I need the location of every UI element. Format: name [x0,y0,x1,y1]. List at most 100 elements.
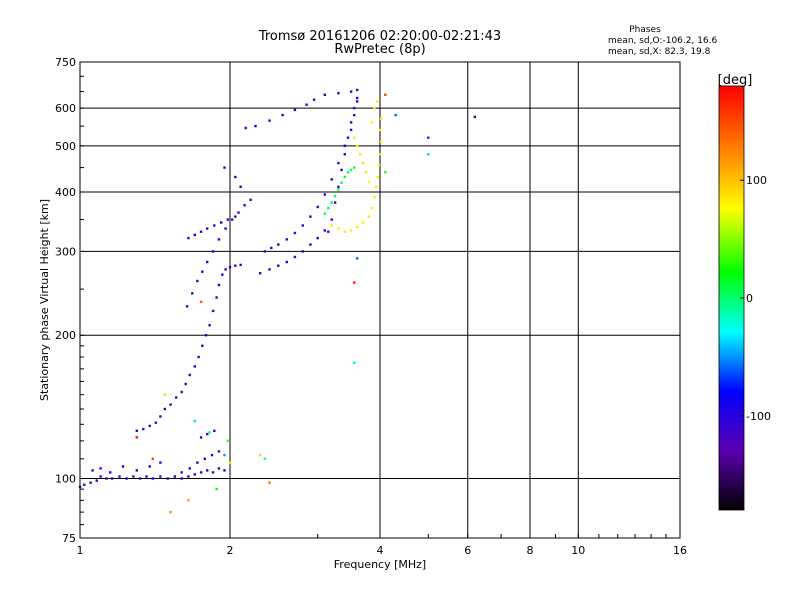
data-point [206,432,209,436]
colorbar-label: [deg] [718,73,753,88]
data-point [293,108,297,112]
data-point [184,382,187,386]
data-point [316,205,319,209]
data-point [301,224,304,227]
data-point [349,121,353,124]
y-tick-label: 750 [55,56,76,69]
data-point [213,224,216,227]
data-point [379,140,383,143]
data-point [330,178,333,181]
data-point [356,225,359,228]
data-point [293,231,297,235]
data-point [373,196,376,199]
data-point [188,373,191,377]
data-point [384,171,387,174]
data-point [330,224,333,227]
data-point [263,457,267,460]
data-point [138,477,142,480]
data-point [340,168,343,172]
data-point [121,465,125,468]
data-point [173,475,176,478]
data-point [349,229,353,232]
phases-legend-title: Phases [629,25,661,35]
y-tick-label: 400 [55,186,76,199]
data-point [220,221,223,224]
data-point [109,471,112,474]
data-point [323,93,326,96]
data-point [333,194,337,198]
data-point [356,257,359,260]
data-point [359,153,362,156]
data-point [221,273,224,276]
data-point [217,238,221,241]
data-point [208,431,211,434]
chart-subtitle: RwPretec (8p) [334,42,425,57]
data-point [145,475,148,478]
data-point [356,144,359,147]
data-point [224,268,227,271]
data-point [301,250,304,253]
data-point [148,424,151,428]
data-point [263,250,267,253]
data-point [203,457,206,460]
data-point [159,461,162,464]
data-point [151,477,154,480]
data-point [312,98,316,101]
data-point [223,453,226,457]
data-point [268,481,271,484]
data-point [259,272,262,275]
data-point [83,483,86,486]
data-point [367,180,371,184]
data-point [293,255,297,259]
data-point [376,175,379,179]
data-point [215,487,218,491]
data-point [370,206,373,210]
data-point [211,471,215,474]
x-tick-label: 8 [527,544,534,557]
data-point [337,188,340,191]
data-point [204,334,208,337]
data-point [199,436,203,439]
data-point [210,453,214,457]
data-point [187,236,190,240]
data-point [367,215,371,218]
data-point [223,166,226,169]
x-tick-label: 10 [571,544,585,557]
data-point [340,181,343,184]
data-point [169,403,172,406]
data-point [427,153,430,156]
data-point [427,136,430,139]
data-point [376,100,379,103]
plot-frame [79,61,681,539]
data-point [330,201,333,204]
data-point [375,185,378,188]
data-point [370,121,373,124]
data-point [95,479,98,482]
data-point [91,469,94,472]
data-point [259,453,262,457]
data-point [151,457,154,460]
y-tick-label: 200 [55,329,76,342]
data-point [379,117,383,120]
data-point [268,268,271,271]
data-point [199,300,203,304]
data-point [270,246,273,250]
colorbar-ticks: 100 0 -100 [740,174,771,423]
axis-ticks: 1 2 4 6 8 10 16 75 100 200 300 400 500 600 750 [55,56,687,557]
data-point [373,106,376,110]
data-point [135,436,138,439]
data-point [353,166,356,169]
y-axis-label: Stationary phase Virtual Height [km] [38,199,51,401]
data-point [305,103,308,106]
colorbar-tick-label: 100 [746,174,767,187]
data-point [343,230,346,233]
data-point [226,218,229,221]
data-point [199,230,203,233]
y-tick-label: 75 [62,532,76,545]
data-point [237,211,240,214]
data-point [243,204,246,207]
data-point [346,136,350,139]
data-point [333,201,337,204]
data-point [110,477,114,480]
data-point [213,429,216,432]
